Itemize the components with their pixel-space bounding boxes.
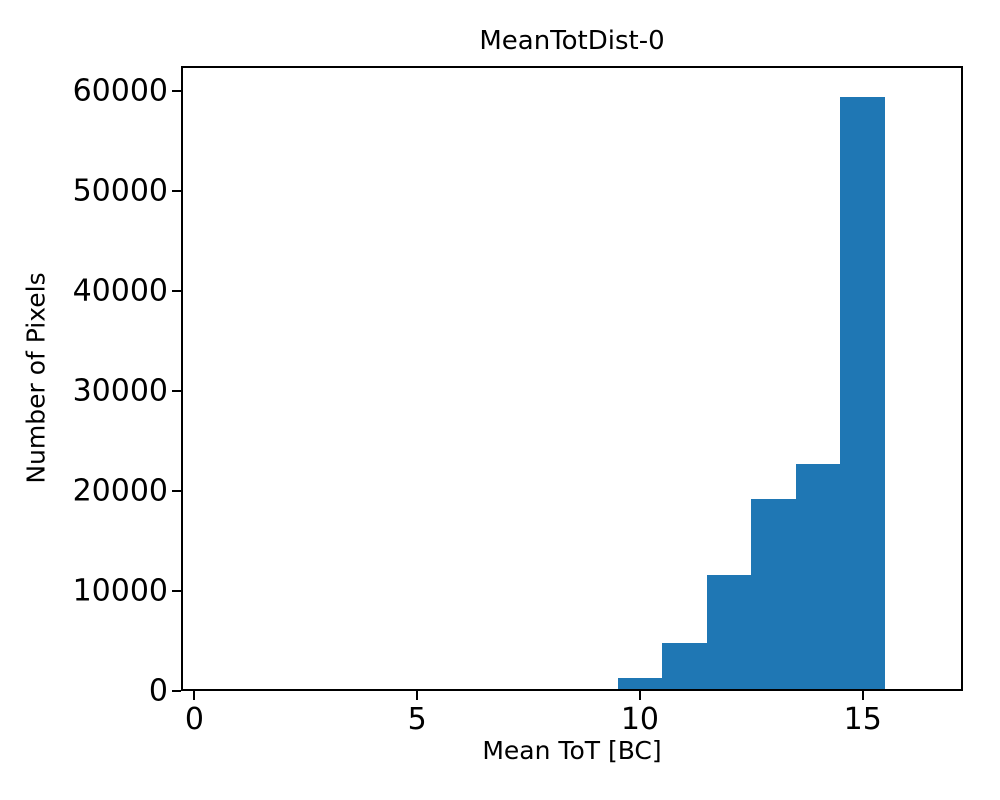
- y-axis-tick: [172, 290, 181, 292]
- y-tick-label: 30000: [72, 373, 168, 409]
- x-axis-tick: [638, 691, 641, 700]
- x-axis-tick: [193, 691, 196, 700]
- x-axis-label: Mean ToT [BC]: [482, 736, 662, 765]
- y-tick-label: 40000: [72, 273, 168, 309]
- y-axis-tick: [172, 690, 181, 692]
- histogram-bar: [706, 574, 752, 691]
- histogram-bar: [662, 643, 707, 691]
- histogram-bar: [795, 463, 841, 691]
- chart-title: MeanTotDist-0: [479, 26, 665, 56]
- y-axis-tick: [172, 590, 181, 592]
- y-tick-label: 60000: [72, 73, 168, 109]
- y-tick-label: 50000: [72, 173, 168, 209]
- y-axis-tick: [172, 90, 181, 92]
- x-tick-label: 0: [184, 702, 204, 737]
- x-axis-tick: [861, 691, 864, 700]
- y-tick-label: 10000: [72, 573, 168, 609]
- y-tick-label: 0: [148, 673, 168, 709]
- y-axis-tick: [172, 190, 181, 192]
- y-axis-tick: [172, 390, 181, 392]
- x-tick-label: 10: [620, 702, 660, 737]
- y-tick-label: 20000: [72, 473, 168, 509]
- x-tick-label: 15: [843, 702, 882, 737]
- x-tick-label: 5: [407, 702, 427, 737]
- histogram-bar: [751, 499, 796, 691]
- histogram-bar: [617, 678, 663, 691]
- histogram-bar: [573, 688, 618, 691]
- y-axis-tick: [172, 490, 181, 492]
- x-axis-tick: [416, 691, 419, 700]
- histogram-bar: [840, 97, 885, 691]
